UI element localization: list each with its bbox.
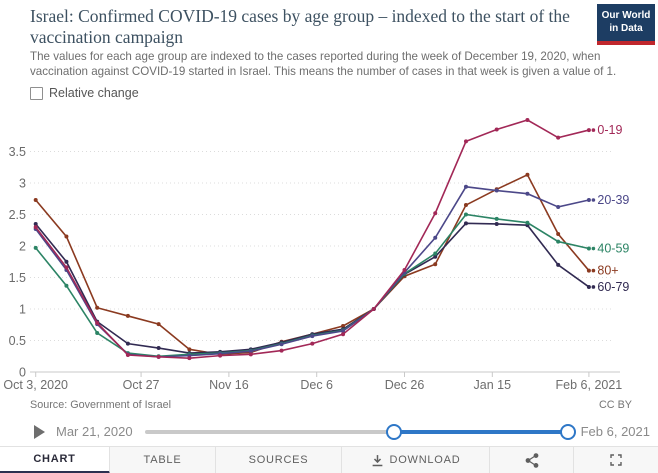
- license-text[interactable]: CC BY: [599, 399, 632, 411]
- x-tick-label: Oct 27: [123, 378, 160, 392]
- y-tick-label: 3: [19, 177, 26, 191]
- tab-sources[interactable]: SOURCES: [216, 447, 342, 473]
- slider-handle-end[interactable]: [560, 424, 576, 440]
- share-icon: [525, 452, 539, 468]
- x-tick-label: Dec 26: [385, 378, 425, 392]
- y-tick-label: 1: [19, 303, 26, 317]
- tab-chart[interactable]: CHART: [0, 447, 110, 473]
- tab-download-label: DOWNLOAD: [389, 454, 461, 466]
- tab-download[interactable]: DOWNLOAD: [342, 447, 490, 473]
- logo-line2: in Data: [609, 22, 643, 34]
- y-tick-label: 2.5: [9, 208, 26, 222]
- tab-chart-label: CHART: [33, 453, 76, 465]
- y-tick-label: 0.5: [9, 334, 26, 348]
- x-tick-label: Feb 6, 2021: [556, 378, 623, 392]
- series-label-0-19[interactable]: 0-19: [597, 123, 622, 137]
- x-tick-label: Oct 3, 2020: [3, 378, 68, 392]
- tab-table[interactable]: TABLE: [110, 447, 216, 473]
- slider-active-range[interactable]: [392, 430, 572, 434]
- fullscreen-icon: [610, 454, 622, 466]
- tab-table-label: TABLE: [143, 454, 182, 466]
- tab-sources-label: SOURCES: [248, 454, 309, 466]
- tab-bar: CHART TABLE SOURCES DOWNLOAD: [0, 446, 658, 473]
- slider-track[interactable]: [145, 424, 576, 440]
- page-title: Israel: Confirmed COVID-19 cases by age …: [30, 6, 570, 48]
- series-label-80+[interactable]: 80+: [597, 264, 618, 278]
- owid-logo: Our World in Data: [597, 4, 655, 45]
- tab-share[interactable]: [490, 447, 574, 473]
- relative-change-label: Relative change: [49, 86, 139, 100]
- y-tick-label: 2: [19, 240, 26, 254]
- x-tick-label: Dec 6: [300, 378, 333, 392]
- logo-line1: Our World: [601, 10, 651, 21]
- series-label-20-39[interactable]: 20-39: [597, 193, 629, 207]
- slider-handle-start[interactable]: [386, 424, 402, 440]
- tab-fullscreen[interactable]: [574, 447, 658, 473]
- x-tick-label: Nov 16: [209, 378, 249, 392]
- y-tick-label: 3.5: [9, 145, 26, 159]
- chart-subtitle: The values for each age group are indexe…: [30, 50, 617, 79]
- y-tick-label: 0: [19, 366, 26, 380]
- play-icon[interactable]: [34, 425, 46, 439]
- y-tick-label: 1.5: [9, 271, 26, 285]
- timeline-end-date: Feb 6, 2021: [580, 424, 650, 439]
- source-text[interactable]: Source: Government of Israel: [30, 399, 172, 411]
- series-label-40-59[interactable]: 40-59: [597, 242, 629, 256]
- line-chart: 0 0.5 1 1.5 2 2.5 3 3.5 Oct 3, 2020 Oct 27 Nov 16 D…: [3, 118, 629, 392]
- timeline-start-date: Mar 21, 2020: [56, 424, 133, 439]
- timeline-slider: Mar 21, 2020 Feb 6, 2021: [0, 418, 658, 446]
- download-icon: [371, 454, 384, 467]
- relative-change-checkbox[interactable]: [30, 86, 43, 100]
- series-label-60-79[interactable]: 60-79: [597, 280, 629, 294]
- x-tick-label: Jan 15: [474, 378, 512, 392]
- relative-change-control[interactable]: Relative change: [30, 86, 139, 100]
